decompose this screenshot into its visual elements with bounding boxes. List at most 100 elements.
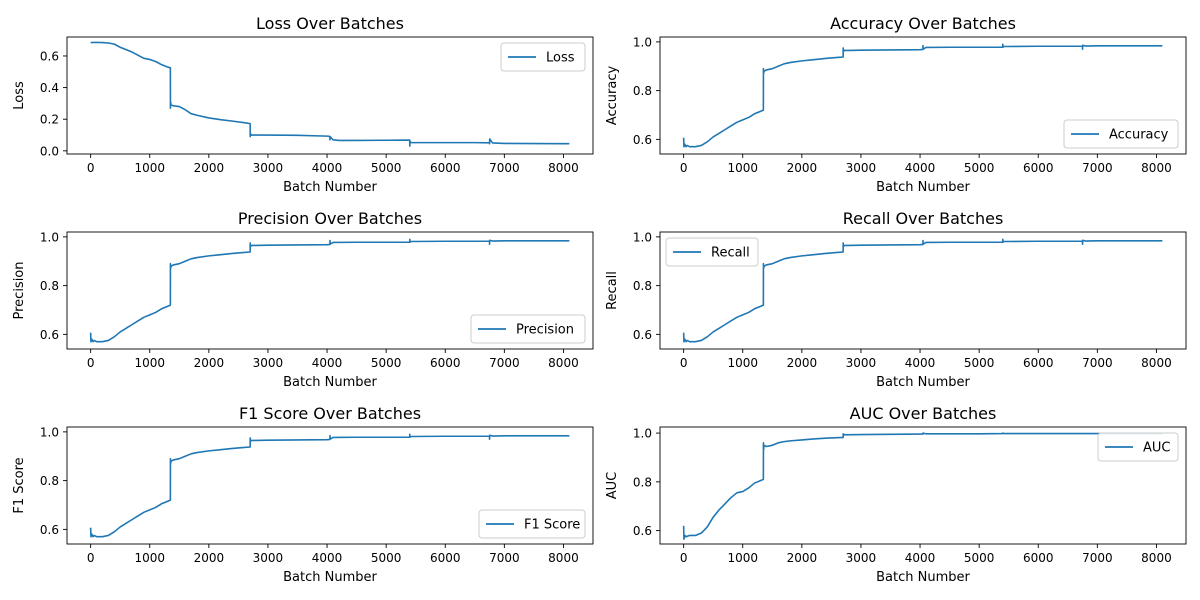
chart-5-xtick-label: 3000 (846, 551, 877, 565)
chart-1-xtick-label: 6000 (1023, 161, 1054, 175)
chart-2-legend: Precision (470, 314, 586, 344)
chart-1-xtick-label: 2000 (787, 161, 818, 175)
chart-1-xtick-label: 3000 (846, 161, 877, 175)
chart-2-xtick-label: 2000 (194, 356, 225, 370)
chart-2-xtick-label: 4000 (312, 356, 343, 370)
chart-3-xtick-label: 8000 (1141, 356, 1172, 370)
chart-0-xtick-label: 5000 (371, 161, 402, 175)
chart-0-xtick-label: 0 (87, 161, 95, 175)
chart-5-xtick-label: 5000 (964, 551, 995, 565)
chart-0-ytick-label: 0.2 (40, 113, 59, 127)
chart-0-xtick-label: 7000 (489, 161, 520, 175)
chart-4-axes-frame (66, 426, 594, 545)
chart-4-ytick-label: 0.6 (40, 523, 59, 537)
chart-4-legend-box (478, 509, 586, 539)
chart-3-legend: Recall (665, 237, 759, 267)
chart-2-legend-label: Precision (516, 323, 574, 338)
chart-3-xtick-label: 3000 (846, 356, 877, 370)
chart-4-xtick-label: 1000 (134, 551, 165, 565)
chart-5-xtick-label: 7000 (1082, 551, 1113, 565)
chart-5-legend-box (1097, 432, 1179, 462)
chart-3-xtick-label: 4000 (905, 356, 936, 370)
chart-2-xtick-label: 5000 (371, 356, 402, 370)
chart-1-xtick-label: 5000 (964, 161, 995, 175)
chart-0-legend-box (500, 42, 586, 72)
chart-4-series-line-0 (89, 433, 570, 538)
chart-1-xtick-label: 1000 (727, 161, 758, 175)
chart-5-ytick-label: 0.8 (633, 475, 652, 489)
chart-1-xtick-label: 8000 (1141, 161, 1172, 175)
chart-0-panel: 0 1000 2000 3000 4000 5000 6000 7000 8000 0.0 0.2 0… (12, 14, 594, 195)
chart-3-ytick-label: 0.8 (633, 279, 652, 293)
chart-3-ytick-label: 0.6 (633, 328, 652, 342)
chart-4-title: F1 Score Over Batches (239, 404, 421, 423)
chart-2-ytick-label: 0.8 (40, 279, 59, 293)
chart-2-series-line-0 (89, 238, 570, 343)
chart-5-series-line-0 (682, 432, 1163, 540)
chart-0-legend: Loss (500, 42, 586, 72)
chart-1-legend-box (1063, 119, 1179, 149)
chart-3-panel: 0 1000 2000 3000 4000 5000 6000 7000 8000 0.6 0.8 1… (605, 209, 1187, 390)
chart-1-series-line-0 (682, 43, 1163, 148)
chart-2-ylabel: Precision (12, 261, 27, 319)
chart-2-xtick-label: 1000 (134, 356, 165, 370)
chart-1-legend-label: Accuracy (1109, 128, 1169, 143)
chart-4-xtick-label: 8000 (548, 551, 579, 565)
chart-2-xlabel: Batch Number (283, 375, 377, 390)
chart-4-legend: F1 Score (478, 509, 586, 539)
chart-2-xtick-label: 0 (87, 356, 95, 370)
chart-4-xtick-label: 5000 (371, 551, 402, 565)
chart-0-xtick-label: 2000 (194, 161, 225, 175)
chart-1-axes-frame (659, 36, 1187, 155)
chart-1-panel: 0 1000 2000 3000 4000 5000 6000 7000 8000 0.6 0.8 1… (605, 14, 1187, 195)
chart-0-ylabel: Loss (12, 81, 27, 110)
chart-4-xtick-label: 0 (87, 551, 95, 565)
chart-4-xtick-label: 6000 (430, 551, 461, 565)
chart-5-xtick-label: 6000 (1023, 551, 1054, 565)
chart-0-xtick-label: 4000 (312, 161, 343, 175)
chart-0-xtick-label: 1000 (134, 161, 165, 175)
chart-3-xtick-label: 2000 (787, 356, 818, 370)
chart-3-title: Recall Over Batches (843, 209, 1004, 228)
chart-1-title: Accuracy Over Batches (830, 14, 1016, 33)
chart-2-xtick-label: 3000 (253, 356, 284, 370)
chart-1-ytick-label: 1.0 (633, 35, 652, 49)
chart-0-ytick-label: 0.4 (40, 81, 59, 95)
chart-1-ylabel: Accuracy (605, 66, 620, 126)
chart-2-legend-box (470, 314, 586, 344)
chart-4-xtick-label: 4000 (312, 551, 343, 565)
chart-2-ytick-label: 0.6 (40, 328, 59, 342)
chart-5-xtick-label: 2000 (787, 551, 818, 565)
chart-0-xtick-label: 3000 (253, 161, 284, 175)
chart-5-title: AUC Over Batches (850, 404, 997, 423)
chart-2-ytick-label: 1.0 (40, 230, 59, 244)
chart-4-legend-label: F1 Score (524, 518, 580, 533)
chart-0-ytick-label: 0.0 (40, 144, 59, 158)
chart-4-ytick-label: 1.0 (40, 425, 59, 439)
chart-0-ytick-label: 0.6 (40, 49, 59, 63)
chart-2-panel: 0 1000 2000 3000 4000 5000 6000 7000 8000 0.6 0.8 1… (12, 209, 594, 390)
chart-5-xtick-label: 0 (680, 551, 688, 565)
chart-1-legend: Accuracy (1063, 119, 1179, 149)
chart-3-xtick-label: 1000 (727, 356, 758, 370)
chart-3-legend-label: Recall (711, 246, 750, 261)
chart-2-title: Precision Over Batches (238, 209, 422, 228)
chart-4-xlabel: Batch Number (283, 570, 377, 585)
chart-0-axes-frame (66, 36, 594, 155)
chart-4-xtick-label: 2000 (194, 551, 225, 565)
chart-0-xtick-label: 8000 (548, 161, 579, 175)
chart-4-ytick-label: 0.8 (40, 474, 59, 488)
chart-5-ytick-label: 1.0 (633, 427, 652, 441)
chart-3-xtick-label: 7000 (1082, 356, 1113, 370)
chart-1-ytick-label: 0.8 (633, 84, 652, 98)
chart-5-xtick-label: 8000 (1141, 551, 1172, 565)
chart-2-axes-frame (66, 231, 594, 350)
chart-5-xtick-label: 4000 (905, 551, 936, 565)
chart-1-xtick-label: 7000 (1082, 161, 1113, 175)
chart-3-xlabel: Batch Number (876, 375, 970, 390)
chart-5-ylabel: AUC (605, 472, 620, 500)
chart-3-ytick-label: 1.0 (633, 230, 652, 244)
chart-0-xtick-label: 6000 (430, 161, 461, 175)
chart-5-legend: AUC (1097, 432, 1179, 462)
